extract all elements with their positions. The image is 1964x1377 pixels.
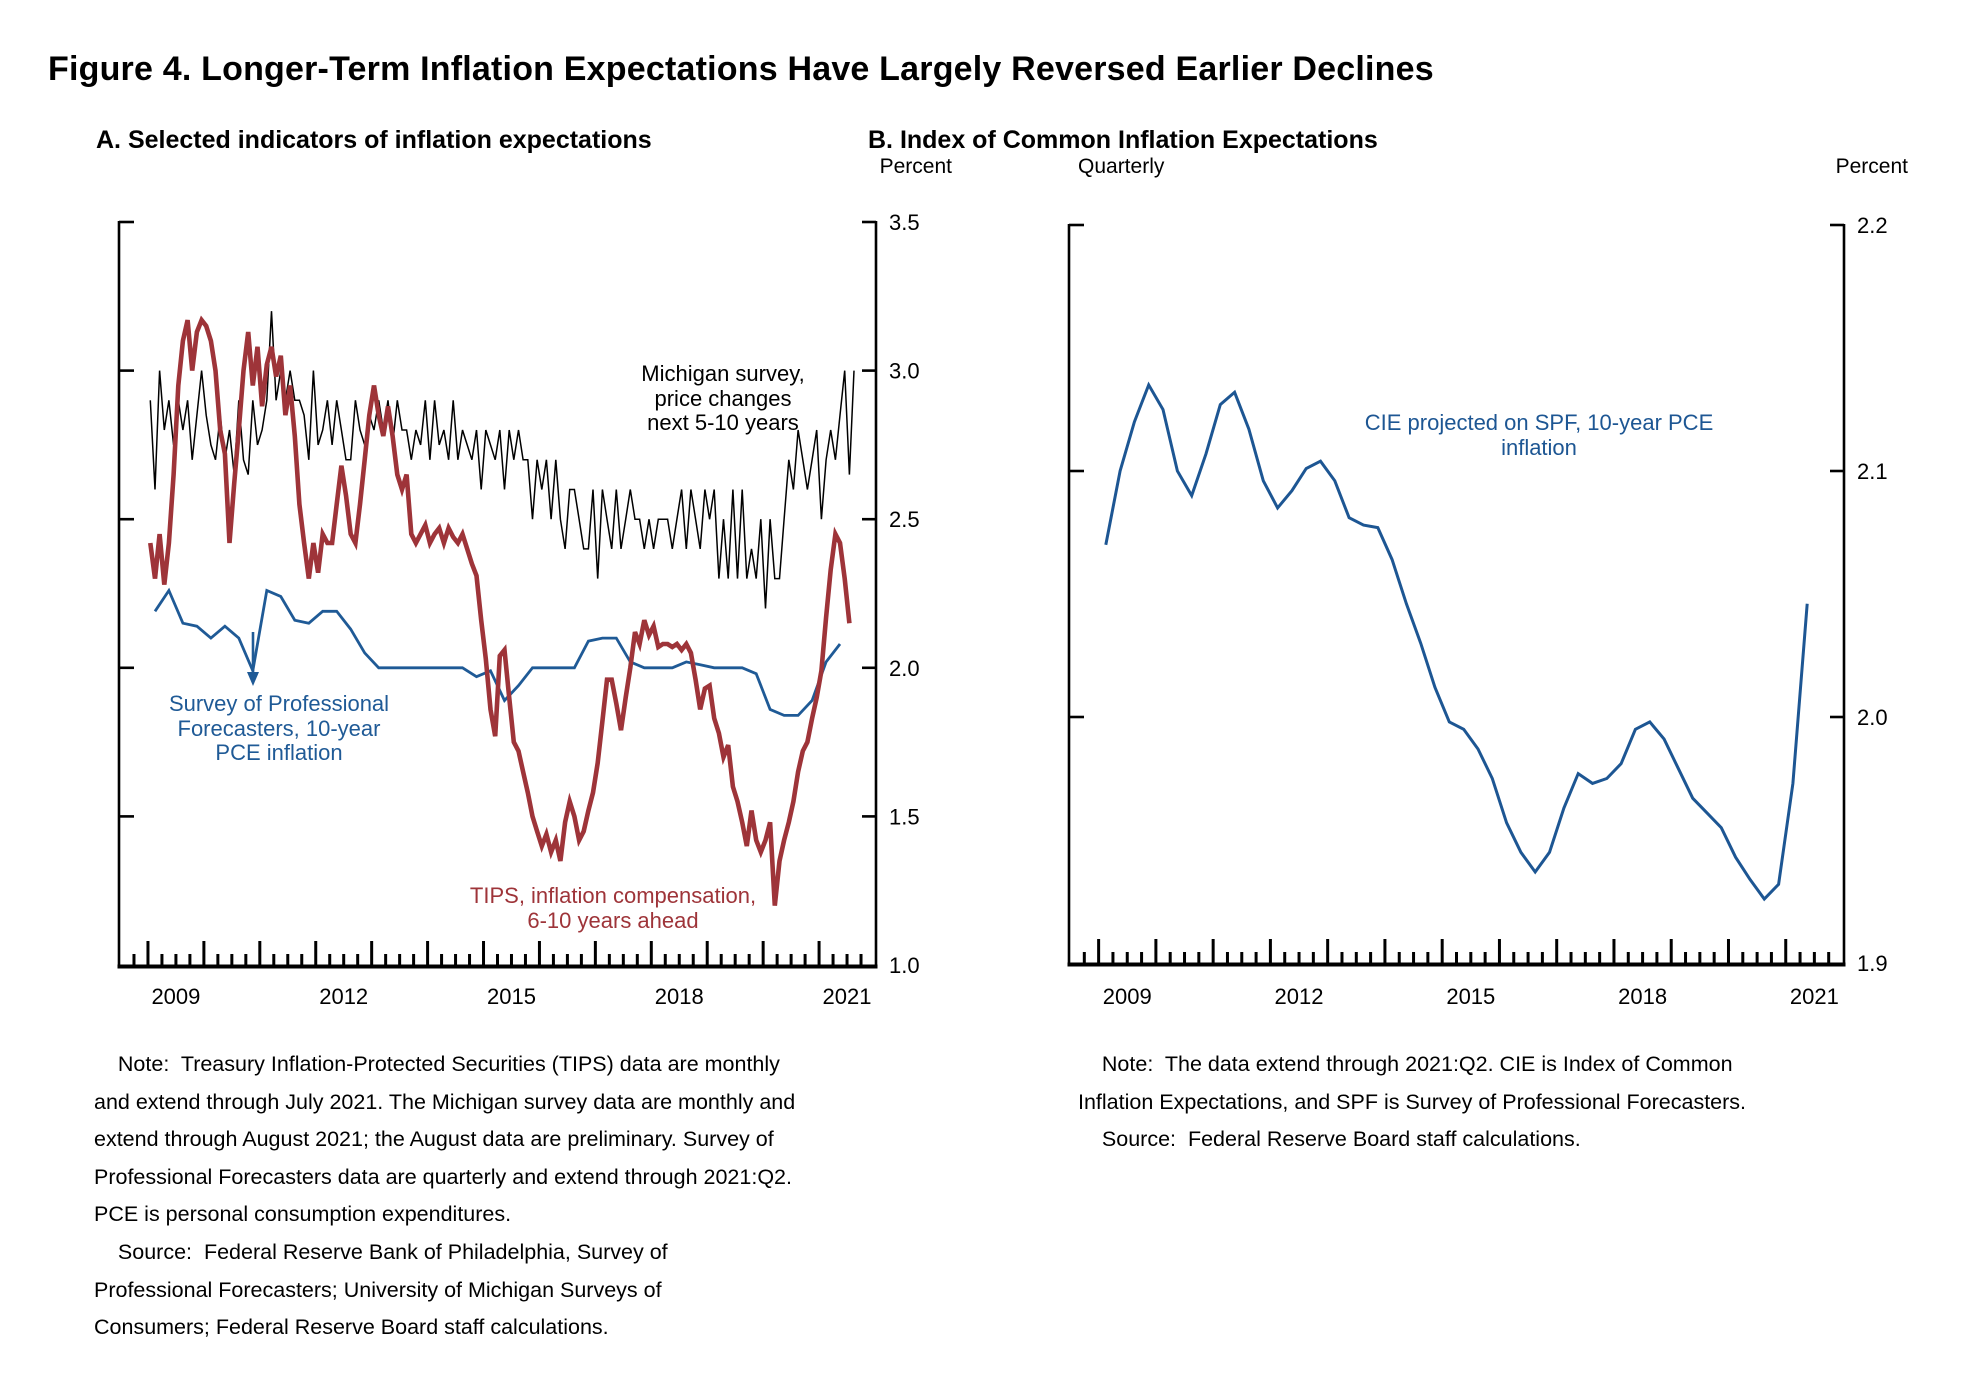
panel-a-percent-label: Percent xyxy=(879,155,952,178)
panel-b-title: B. Index of Common Inflation Expectation… xyxy=(868,126,1378,154)
spf-label-arrowhead xyxy=(247,672,259,686)
tips-line xyxy=(148,315,852,906)
figure-title: Figure 4. Longer-Term Inflation Expectat… xyxy=(48,50,1434,88)
cie-series-label: CIE projected on SPF, 10-year PCE inflat… xyxy=(1364,410,1714,460)
michigan-series-label: Michigan survey, price changes next 5-10… xyxy=(641,361,805,435)
panel-b-percent-label: Percent xyxy=(1835,155,1908,178)
x-year-label: 2015 xyxy=(1446,984,1495,1009)
cie-projected-on-spf-line xyxy=(1104,381,1809,902)
panel-b-chart: 2.2 2.1 2.0 1.9 2009 2012 2015 2018 2021 xyxy=(1067,213,1888,1009)
x-year-label: 2009 xyxy=(1103,984,1152,1009)
panel-a-note: Note: Treasury Inflation-Protected Secur… xyxy=(94,1052,796,1340)
y-tick-label: 2.2 xyxy=(1857,213,1888,238)
x-year-label: 2021 xyxy=(823,984,872,1009)
y-tick-label: 1.9 xyxy=(1857,951,1888,976)
y-tick-label: 2.0 xyxy=(889,656,920,681)
x-year-label: 2012 xyxy=(1275,984,1324,1009)
y-tick-label: 3.0 xyxy=(889,359,920,384)
y-tick-label: 1.5 xyxy=(889,804,920,829)
x-year-label: 2018 xyxy=(655,984,704,1009)
x-year-label: 2009 xyxy=(151,984,200,1009)
panel-b-note: Note: The data extend through 2021:Q2. C… xyxy=(1078,1052,1747,1152)
x-year-label: 2018 xyxy=(1618,984,1667,1009)
michigan-survey-line xyxy=(149,311,855,609)
x-year-label: 2015 xyxy=(487,984,536,1009)
x-year-label: 2012 xyxy=(319,984,368,1009)
y-tick-label: 2.1 xyxy=(1857,459,1888,484)
y-tick-label: 3.5 xyxy=(889,210,920,235)
spf-series-label: Survey of Professional Forecasters, 10-y… xyxy=(168,691,390,765)
panel-b-quarterly-label: Quarterly xyxy=(1078,155,1165,178)
x-year-label: 2021 xyxy=(1790,984,1839,1009)
tips-series-label: TIPS, inflation compensation, 6-10 years… xyxy=(469,883,757,933)
y-tick-label: 2.0 xyxy=(1857,705,1888,730)
y-tick-label: 1.0 xyxy=(889,953,920,978)
panel-a-title: A. Selected indicators of inflation expe… xyxy=(96,126,652,154)
y-tick-label: 2.5 xyxy=(889,507,920,532)
panel-a-chart: 3.5 3.0 2.5 2.0 1.5 1.0 2009 2012 2015 2018 2021 xyxy=(117,210,920,1009)
